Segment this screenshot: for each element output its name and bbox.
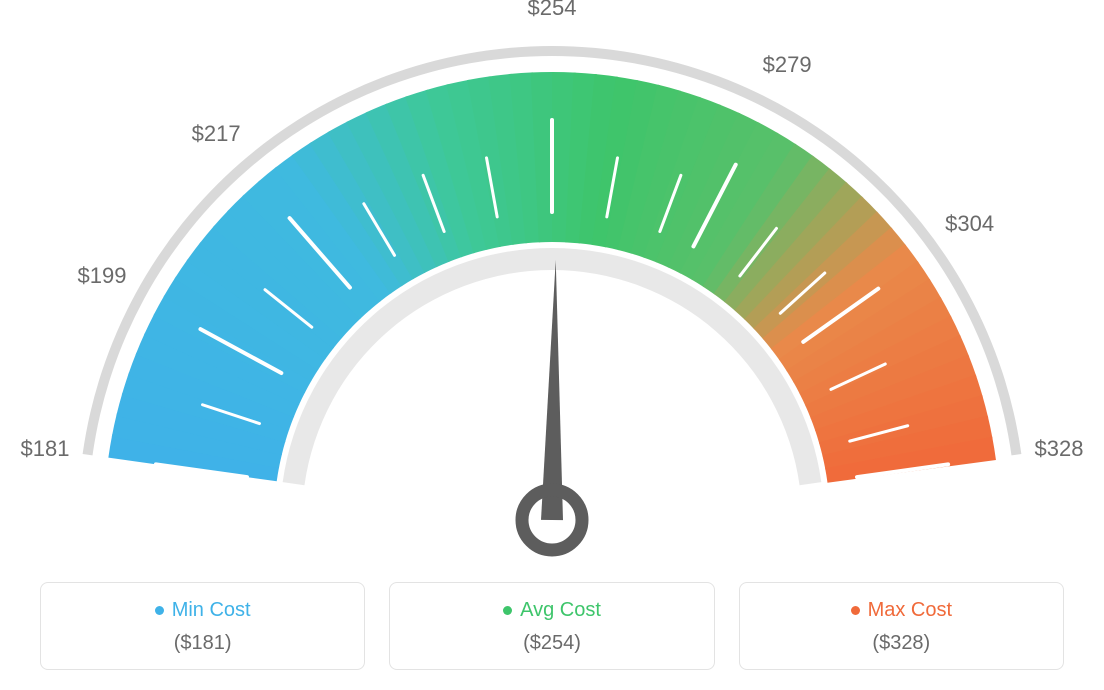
gauge-svg (0, 0, 1104, 560)
gauge-tick-label: $328 (1035, 436, 1084, 462)
dot-icon (155, 606, 164, 615)
legend-title-max: Max Cost (851, 599, 952, 622)
gauge-tick-label: $279 (763, 52, 812, 78)
gauge-tick-label: $199 (78, 263, 127, 289)
legend-card-max: Max Cost ($328) (739, 582, 1064, 670)
dot-icon (851, 606, 860, 615)
legend-value-min: ($181) (53, 632, 352, 655)
legend-title-avg: Avg Cost (503, 599, 601, 622)
legend-value-max: ($328) (752, 632, 1051, 655)
gauge-tick-label: $217 (192, 121, 241, 147)
legend-card-avg: Avg Cost ($254) (389, 582, 714, 670)
dot-icon (503, 606, 512, 615)
legend-row: Min Cost ($181) Avg Cost ($254) Max Cost… (40, 582, 1064, 670)
legend-title-label: Avg Cost (520, 599, 601, 622)
legend-value-avg: ($254) (402, 632, 701, 655)
legend-title-min: Min Cost (155, 599, 251, 622)
legend-card-min: Min Cost ($181) (40, 582, 365, 670)
gauge-chart: $181 $199 $217 $254 $279 $304 $328 (0, 0, 1104, 560)
gauge-tick-label: $304 (945, 211, 994, 237)
gauge-tick-label: $254 (528, 0, 577, 21)
legend-title-label: Max Cost (868, 599, 952, 622)
gauge-tick-label: $181 (20, 436, 69, 462)
legend-title-label: Min Cost (172, 599, 251, 622)
